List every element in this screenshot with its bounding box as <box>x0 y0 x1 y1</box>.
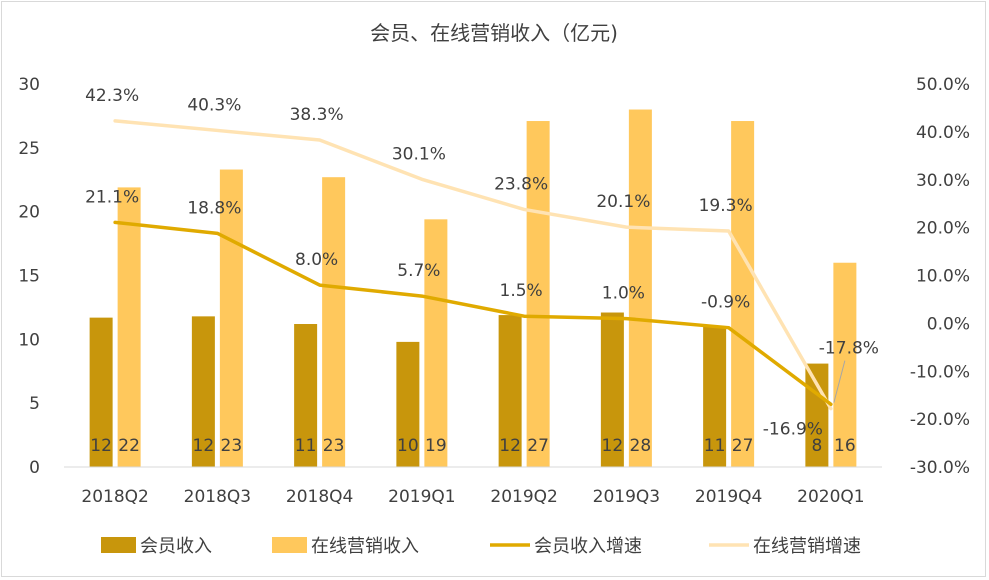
legend: 会员收入 在线营销收入 会员收入增速 在线营销增速 <box>101 536 861 557</box>
y-left-tick-label: 30 <box>18 75 40 95</box>
bar-data-label: 11 <box>704 436 726 456</box>
x-tick-label: 2019Q1 <box>388 487 455 507</box>
y-right-tick-label: -20.0% <box>910 410 970 430</box>
bar-marketing <box>322 177 346 468</box>
line-data-label: 1.5% <box>500 281 543 301</box>
x-tick-label: 2018Q2 <box>81 487 148 507</box>
x-tick-label: 2019Q2 <box>490 487 557 507</box>
legend-label: 在线营销增速 <box>753 536 861 557</box>
y-left-tick-label: 15 <box>18 267 40 287</box>
bar-data-label: 16 <box>834 436 856 456</box>
line-data-label: 21.1% <box>85 187 139 207</box>
bar-member <box>600 312 624 467</box>
y-right-tick-label: 20.0% <box>916 219 970 239</box>
bar-data-label: 23 <box>221 436 243 456</box>
y-right-tick-label: 50.0% <box>916 75 970 95</box>
y-left-tick-label: 20 <box>18 203 40 223</box>
line-data-label: -0.9% <box>701 293 750 313</box>
bar-member <box>703 326 727 467</box>
bar-marketing <box>833 262 857 467</box>
line-data-label: 40.3% <box>187 95 241 115</box>
bar-data-label: 12 <box>602 436 624 456</box>
y-left-tick-label: 10 <box>18 330 40 350</box>
bar-member <box>396 341 420 467</box>
y-right-tick-label: 0.0% <box>927 314 970 334</box>
bar-data-label: 23 <box>323 436 345 456</box>
bar-member <box>294 324 318 467</box>
line-data-label: 42.3% <box>85 86 139 106</box>
legend-label: 会员收入增速 <box>534 536 642 557</box>
bar-data-label: 27 <box>527 436 549 456</box>
bar-data-label: 10 <box>397 436 419 456</box>
y-left-tick-label: 25 <box>18 139 40 159</box>
x-tick-label: 2018Q4 <box>286 487 353 507</box>
x-tick-label: 2020Q1 <box>797 487 864 507</box>
x-tick-label: 2019Q4 <box>695 487 762 507</box>
y-right-tick-label: 40.0% <box>916 123 970 143</box>
bar-member <box>498 315 522 467</box>
y-right-tick-label: -10.0% <box>910 362 970 382</box>
line-data-label: 38.3% <box>290 105 344 125</box>
y-right-tick-label: 30.0% <box>916 171 970 191</box>
bar-data-label: 12 <box>90 436 112 456</box>
line-marketing-growth <box>113 119 833 411</box>
y-right-tick-label: 10.0% <box>916 267 970 287</box>
line-data-label: 23.8% <box>494 174 548 194</box>
bar-marketing <box>424 219 448 467</box>
bar-marketing <box>117 187 141 467</box>
leader-line <box>833 360 846 403</box>
x-tick-label: 2018Q3 <box>184 487 251 507</box>
line-data-label: -17.8% <box>819 339 879 359</box>
bar-member <box>89 317 113 467</box>
bar-marketing <box>628 109 652 468</box>
legend-swatch <box>272 537 307 553</box>
x-tick-label: 2019Q3 <box>593 487 660 507</box>
bar-data-label: 28 <box>630 436 652 456</box>
bar-data-label: 19 <box>425 436 447 456</box>
line-data-label: 5.7% <box>397 261 440 281</box>
bar-member <box>191 316 215 467</box>
line-data-label: 1.0% <box>602 284 645 304</box>
bar-data-label: 12 <box>193 436 215 456</box>
line-member-growth <box>113 220 833 407</box>
plot-area: 0 5 10 15 20 25 30 -30.0% -20.0% -10.0% 0.0% 10.0% 2… <box>18 75 970 507</box>
bar-data-label: 22 <box>118 436 140 456</box>
chart-title: 会员、在线营销收入（亿元) <box>370 21 618 45</box>
line-data-label: 18.8% <box>187 198 241 218</box>
line-data-label: 8.0% <box>295 250 338 270</box>
y-right-tick-label: -30.0% <box>910 458 970 478</box>
line-data-label: 20.1% <box>596 192 650 212</box>
line-data-label: 19.3% <box>699 196 753 216</box>
line-data-label: -16.9% <box>763 419 823 439</box>
bar-marketing <box>731 121 755 468</box>
bar-data-label: 27 <box>732 436 754 456</box>
bar-data-label: 12 <box>499 436 521 456</box>
y-left-tick-label: 5 <box>29 394 40 414</box>
bar-data-label: 11 <box>295 436 317 456</box>
legend-label: 会员收入 <box>140 536 212 557</box>
bar-marketing <box>526 121 550 468</box>
bar-data-label: 8 <box>811 436 822 456</box>
legend-label: 在线营销收入 <box>311 536 419 557</box>
y-left-tick-label: 0 <box>29 458 40 478</box>
line-data-label: 30.1% <box>392 144 446 164</box>
legend-swatch <box>101 537 136 553</box>
